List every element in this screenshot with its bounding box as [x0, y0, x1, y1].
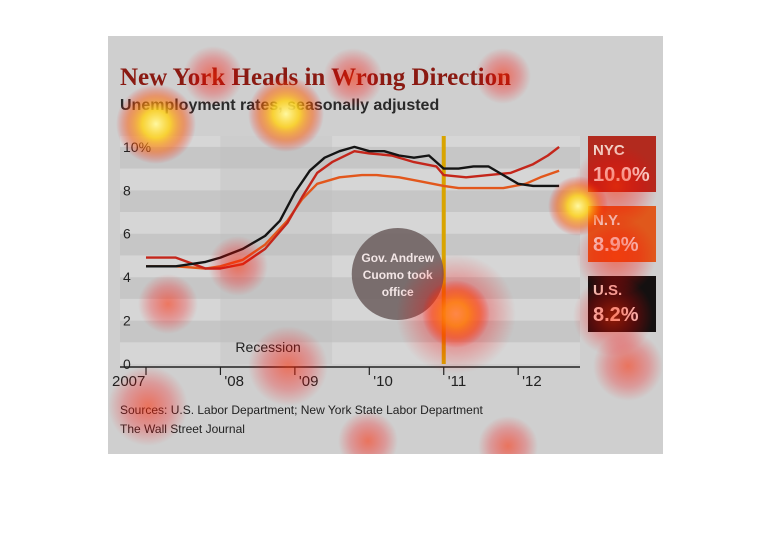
heat-spot	[396, 254, 516, 374]
heat-spot	[248, 326, 328, 406]
x-tick-label: '08	[224, 373, 244, 390]
heat-spot	[548, 176, 608, 236]
chart-title: New York Heads in Wrong Direction	[120, 64, 511, 91]
x-tick-label: '11	[448, 373, 466, 390]
grid-band	[120, 233, 580, 256]
grid-band	[120, 146, 580, 169]
grid-band	[120, 190, 580, 212]
heatmap-overlay	[108, 46, 663, 454]
heat-spot	[593, 331, 663, 401]
chart-card: Recession 0246810% 2007'08'09'10'11'12 G…	[108, 36, 663, 454]
heat-spot	[338, 411, 398, 454]
x-tick-label: '10	[373, 373, 393, 390]
y-tick-label: 6	[123, 226, 131, 242]
y-tick-label: 2	[123, 313, 131, 329]
heat-spot	[323, 48, 383, 108]
heat-spot	[138, 274, 198, 334]
heat-spot	[116, 84, 196, 164]
chart-canvas: Recession 0246810% 2007'08'09'10'11'12 G…	[108, 46, 663, 454]
heat-spot	[475, 48, 531, 104]
heat-spot	[478, 416, 538, 454]
y-tick-label: 0	[123, 356, 131, 372]
grid-band	[120, 136, 580, 147]
heat-spot	[183, 46, 243, 106]
heat-spot	[576, 216, 656, 296]
x-tick-label: '12	[522, 373, 542, 390]
y-tick-label: 8	[123, 182, 131, 198]
heat-spot	[108, 366, 188, 446]
chart-sources: Sources: U.S. Labor Department; New York…	[120, 403, 484, 417]
heat-spot	[208, 236, 268, 296]
heat-spot	[248, 76, 324, 152]
y-tick-label: 4	[123, 269, 131, 285]
annotation-line: Gov. Andrew	[361, 251, 434, 265]
